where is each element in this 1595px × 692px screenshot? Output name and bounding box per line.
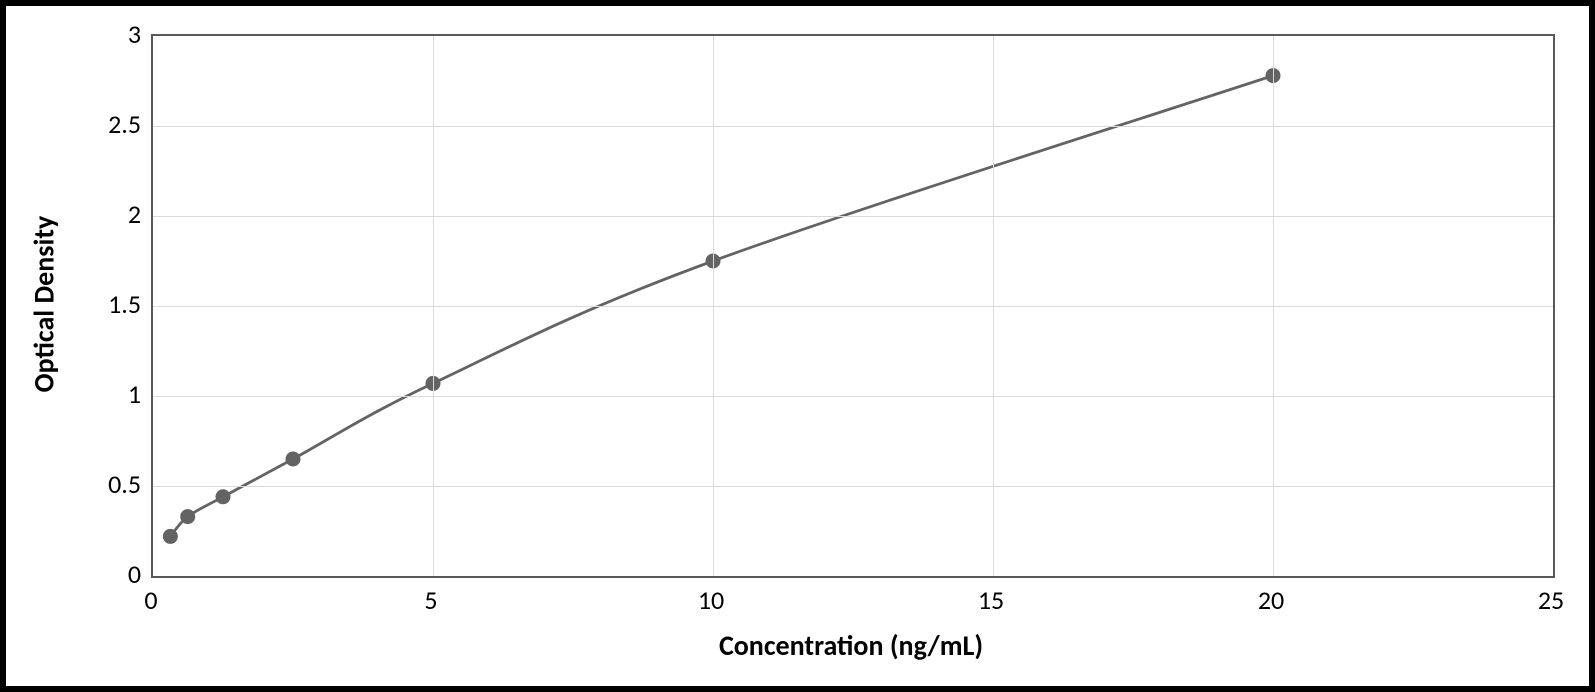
y-tick-label: 3 xyxy=(6,18,141,50)
y-tick-label: 1 xyxy=(6,378,141,410)
gridline-h xyxy=(153,126,1553,127)
plot-area xyxy=(151,34,1555,578)
gridline-h xyxy=(153,216,1553,217)
gridline-h xyxy=(153,486,1553,487)
x-tick-label: 25 xyxy=(1538,584,1564,616)
gridline-h xyxy=(153,306,1553,307)
data-marker xyxy=(216,489,231,504)
data-marker xyxy=(180,509,195,524)
x-tick-label: 5 xyxy=(424,584,437,616)
y-tick-label: 2.5 xyxy=(6,108,141,140)
y-tick-label: 1.5 xyxy=(6,288,141,320)
x-tick-label: 0 xyxy=(144,584,157,616)
data-marker xyxy=(163,529,178,544)
chart-frame: Concentration (ng/mL) Optical Density 05… xyxy=(0,0,1595,692)
y-tick-label: 2 xyxy=(6,198,141,230)
gridline-h xyxy=(153,396,1553,397)
y-tick-label: 0.5 xyxy=(6,468,141,500)
data-marker xyxy=(286,452,301,467)
x-tick-label: 15 xyxy=(978,584,1004,616)
y-tick-label: 0 xyxy=(6,558,141,590)
x-tick-label: 20 xyxy=(1258,584,1284,616)
x-axis-title: Concentration (ng/mL) xyxy=(551,628,1151,663)
x-tick-label: 10 xyxy=(698,584,724,616)
